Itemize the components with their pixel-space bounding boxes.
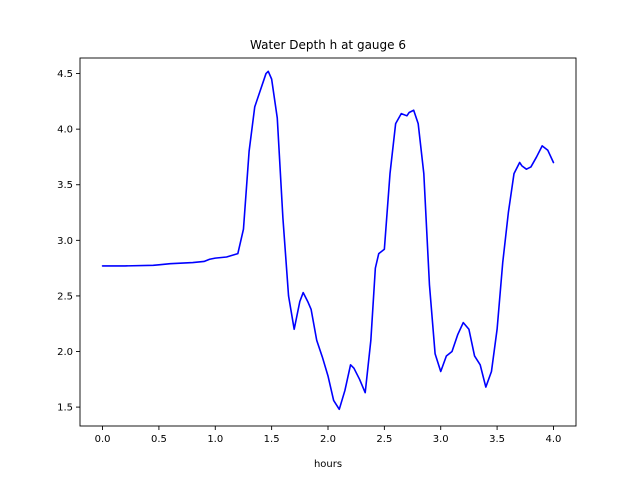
series-line-0 (101, 70, 555, 411)
x-tick-label: 3.5 (489, 434, 505, 445)
x-tick-label: 4.0 (546, 434, 562, 445)
x-axis-label: hours (314, 459, 342, 470)
y-tick-label: 4.0 (57, 125, 73, 136)
y-tick-label: 1.5 (57, 403, 73, 414)
x-tick-label: 1.0 (207, 434, 223, 445)
y-tick-label: 4.5 (57, 69, 73, 80)
x-tick-label: 0.0 (95, 434, 111, 445)
axes-layer: 0.0 0.5 1.0 1.5 2.0 2.5 3.0 3.5 4.0 1.5 2.0 2.5 3.0 3… (57, 57, 577, 445)
x-tick-label: 2.0 (320, 434, 336, 445)
y-tick-label: 2.5 (57, 291, 73, 302)
x-tick-label: 3.0 (433, 434, 449, 445)
x-tick-label: 0.5 (151, 434, 167, 445)
chart-title: Water Depth h at gauge 6 (250, 38, 406, 52)
plot-layer (101, 70, 555, 411)
y-tick-label: 3.0 (57, 236, 73, 247)
y-tick-label: 3.5 (57, 180, 73, 191)
y-tick-label: 2.0 (57, 347, 73, 358)
x-tick-label: 1.5 (264, 434, 280, 445)
x-tick-label: 2.5 (376, 434, 392, 445)
